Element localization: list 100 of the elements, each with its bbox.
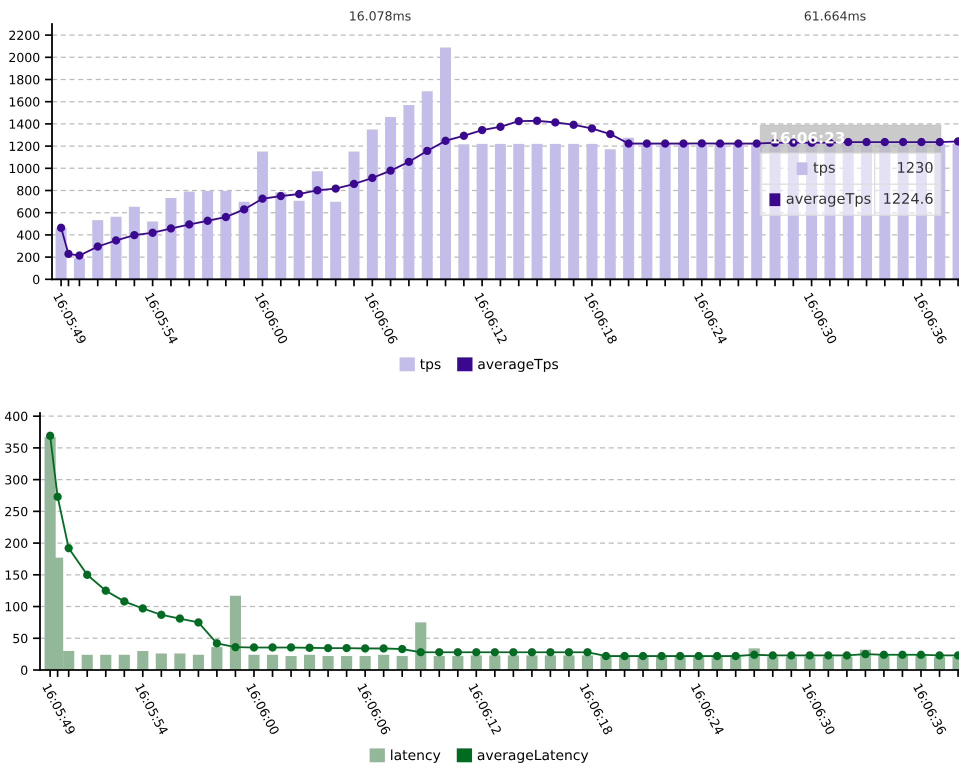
bar (256, 152, 268, 280)
bar (348, 152, 360, 280)
y-tick-label: 1200 (10, 142, 40, 152)
y-tick-label: 250 (5, 506, 28, 516)
bar (275, 192, 286, 280)
point (824, 651, 832, 660)
point (46, 432, 54, 440)
bar (286, 656, 297, 670)
bar (934, 144, 946, 280)
bar (322, 656, 334, 670)
point (588, 124, 596, 133)
point (698, 139, 706, 148)
point (606, 130, 614, 138)
point (842, 651, 852, 660)
point (404, 158, 414, 166)
point (712, 652, 722, 660)
point (898, 650, 907, 659)
point (441, 136, 450, 145)
point (509, 648, 518, 656)
point (661, 139, 670, 148)
point (880, 138, 889, 146)
bar (604, 149, 616, 280)
point (787, 651, 796, 660)
point (569, 120, 578, 129)
y-tick-label: 300 (5, 475, 28, 485)
point (917, 138, 926, 146)
point (53, 492, 62, 501)
bar (586, 144, 598, 280)
bar (74, 258, 85, 280)
point (768, 651, 777, 660)
point (528, 648, 536, 656)
point (679, 139, 688, 148)
point (472, 648, 480, 656)
bar (156, 654, 167, 670)
point (716, 139, 724, 148)
bar (147, 221, 158, 280)
bar (165, 198, 176, 280)
bar (660, 144, 671, 280)
y-tick-label: 0 (21, 665, 28, 675)
point (898, 138, 908, 146)
y-tick-label: 400 (16, 230, 40, 240)
point (56, 224, 66, 232)
point (194, 618, 203, 627)
point (602, 652, 610, 660)
point (880, 650, 888, 659)
bar (550, 144, 561, 280)
point (657, 652, 666, 660)
point (460, 132, 468, 140)
point (231, 642, 240, 652)
bar (440, 48, 452, 280)
y-tick-label: 600 (17, 208, 40, 218)
bar (568, 144, 580, 280)
point (642, 139, 652, 148)
bar (489, 655, 500, 670)
bar (434, 656, 445, 670)
bar (312, 171, 323, 280)
legend-label: averageTps (478, 358, 558, 372)
point (203, 216, 212, 225)
y-tick-label: 150 (6, 570, 28, 580)
y-tick-label: 100 (6, 602, 28, 612)
bar (110, 216, 122, 280)
point (112, 236, 120, 245)
bar (137, 650, 148, 670)
bar (230, 596, 241, 670)
point (496, 122, 505, 131)
point (514, 116, 523, 126)
bar (100, 654, 112, 670)
bar (385, 117, 396, 280)
bar (248, 654, 260, 670)
point (676, 652, 684, 660)
point (861, 650, 870, 658)
point (564, 648, 574, 656)
bar (476, 144, 488, 280)
bar (378, 654, 390, 670)
point (166, 224, 176, 233)
point (546, 648, 555, 656)
point (624, 139, 633, 148)
bar (696, 142, 708, 280)
bar (366, 129, 378, 280)
annotation: 16:06:23 (771, 132, 844, 144)
bar (118, 654, 130, 670)
point (138, 604, 147, 613)
bar (403, 105, 414, 280)
point (734, 139, 743, 148)
point (130, 230, 139, 240)
text: 16.078ms (350, 11, 411, 21)
point (75, 251, 84, 260)
point (305, 644, 314, 652)
annotation: tps (813, 162, 835, 176)
bar (202, 190, 214, 280)
bar (174, 654, 186, 670)
y-tick-label: 800 (17, 186, 40, 196)
bar (470, 655, 482, 670)
point (324, 644, 332, 652)
point (157, 610, 166, 619)
bar (582, 655, 594, 670)
bar (82, 654, 93, 670)
y-tick-label: 2200 (9, 30, 40, 40)
annotation: averageTps (786, 193, 871, 207)
y-tick-label: 2000 (9, 52, 40, 62)
